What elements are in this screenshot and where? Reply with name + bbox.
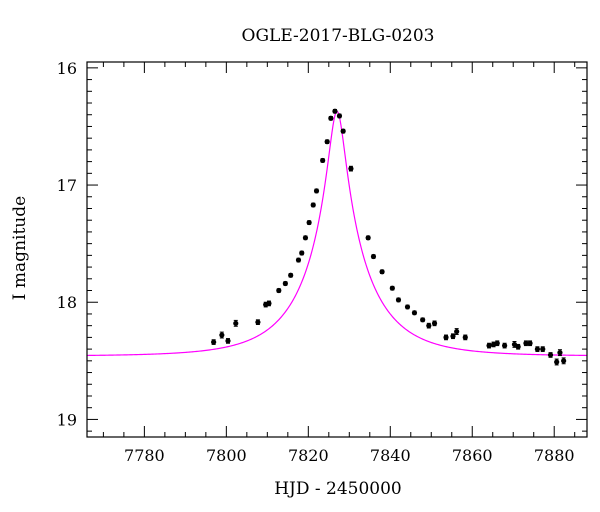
data-point <box>395 297 402 303</box>
data-point <box>302 235 309 241</box>
data-point <box>443 334 449 340</box>
data-point <box>523 340 529 346</box>
data-point <box>348 166 354 172</box>
data-point <box>486 342 492 349</box>
data-point <box>540 346 546 352</box>
data-point <box>320 157 326 164</box>
data-point <box>515 344 521 350</box>
x-tick-label: 7780 <box>124 446 165 465</box>
x-tick-label: 7800 <box>206 446 247 465</box>
data-point <box>534 346 541 352</box>
plot-frame <box>86 61 588 438</box>
data-point <box>557 350 563 356</box>
data-point <box>420 317 426 323</box>
data-point <box>365 235 371 241</box>
data-point <box>324 139 330 145</box>
x-tick-label: 7860 <box>452 446 493 465</box>
data-point <box>266 300 272 307</box>
data-point <box>219 332 225 338</box>
x-tick-label: 7820 <box>288 446 329 465</box>
data-point <box>211 339 217 345</box>
data-point <box>370 253 377 260</box>
data-point <box>527 340 533 346</box>
data-point <box>282 280 288 287</box>
data-point <box>426 323 432 329</box>
data-point <box>225 338 231 344</box>
data-point <box>255 319 261 325</box>
data-point <box>502 342 508 349</box>
data-point <box>379 269 385 275</box>
data-point <box>547 352 554 358</box>
data-point <box>276 287 282 294</box>
data-point <box>328 115 334 121</box>
y-tick-label: 19 <box>57 410 77 429</box>
data-point <box>233 320 239 326</box>
data-point <box>306 219 312 226</box>
data-point <box>462 334 468 340</box>
data-points <box>211 108 567 366</box>
data-point <box>310 202 316 208</box>
data-point <box>313 188 320 194</box>
model-curve <box>86 110 588 357</box>
data-point <box>340 128 346 134</box>
data-point <box>299 250 305 256</box>
data-point <box>454 328 460 335</box>
data-point <box>494 340 500 346</box>
data-point <box>336 113 343 119</box>
data-point <box>404 304 411 310</box>
data-point <box>561 358 567 364</box>
x-tick-label: 7840 <box>370 446 411 465</box>
x-tick-label: 7880 <box>534 446 575 465</box>
tick-labels: 7780 7800 7820 7840 7860 7880 16 17 18 19 <box>57 59 575 465</box>
data-point <box>332 108 338 114</box>
axis-ticks <box>87 62 587 437</box>
data-point <box>411 310 418 316</box>
chart-title: OGLE-2017-BLG-0203 <box>242 26 435 46</box>
data-point <box>511 341 518 348</box>
x-axis-label: HJD - 2450000 <box>274 479 402 499</box>
data-point <box>450 333 456 339</box>
y-tick-label: 17 <box>57 176 77 195</box>
plot-area <box>86 108 588 366</box>
data-point <box>288 272 294 278</box>
y-tick-label: 18 <box>57 293 77 312</box>
y-axis-label: I magnitude <box>10 196 30 300</box>
data-point <box>295 257 302 263</box>
data-point <box>389 285 395 291</box>
y-tick-label: 16 <box>57 59 77 78</box>
data-point <box>554 359 560 365</box>
data-point <box>431 320 438 326</box>
